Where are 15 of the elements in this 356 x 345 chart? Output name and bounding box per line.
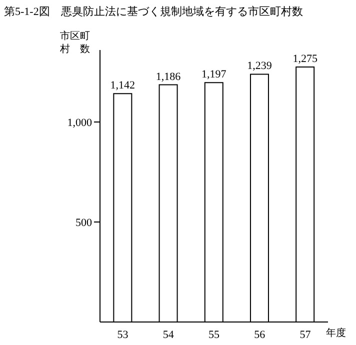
data-label: 1,239 (247, 60, 272, 72)
y-axis-title: 市区町村 数 (60, 30, 90, 56)
data-label: 1,142 (110, 80, 136, 92)
x-tick-label: 56 (254, 328, 266, 341)
x-tick-label: 53 (117, 328, 129, 341)
chart-title: 第5-1-2図 悪臭防止法に基づく規制地域を有する市区町村数 (4, 4, 303, 19)
y-tick-label: 500 (76, 216, 92, 229)
data-label: 1,197 (202, 68, 227, 81)
x-tick-label: 55 (208, 328, 220, 341)
y-tick-label: 1,000 (67, 116, 92, 129)
x-tick-label: 57 (300, 328, 312, 341)
x-axis-title: 年度 (326, 326, 346, 340)
data-label: 1,275 (292, 53, 318, 65)
data-label: 1,186 (156, 70, 182, 83)
x-tick-label: 54 (162, 328, 174, 341)
